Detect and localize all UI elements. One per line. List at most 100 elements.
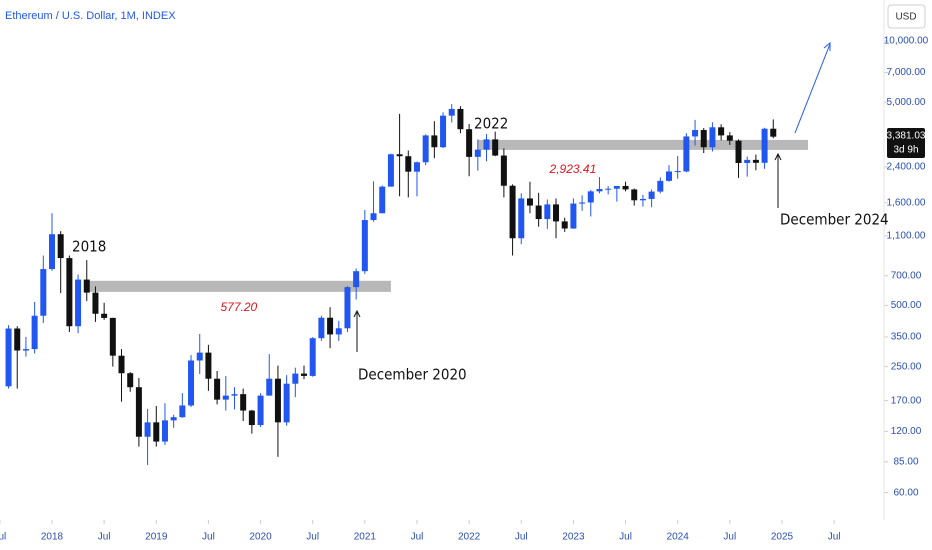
- x-tick-label: 2019: [145, 532, 168, 543]
- annotation-2022: 2022: [474, 115, 508, 133]
- candle-body: [109, 317, 116, 356]
- axes: 10,000.00 7,000.00 5,000.00 2,400.00 1,600.0…: [0, 36, 929, 543]
- candle-body: [770, 128, 777, 137]
- projection-arrow: [794, 41, 831, 134]
- candle-body: [231, 394, 238, 396]
- candle-body: [118, 355, 125, 374]
- candle-body: [205, 352, 212, 379]
- candle-body: [49, 234, 55, 270]
- candle-body: [144, 422, 151, 437]
- candle-body: [257, 395, 264, 426]
- y-tick-label: 2,400.00: [887, 162, 926, 173]
- x-tick-label: Jul: [0, 532, 6, 543]
- candle-body: [683, 136, 690, 172]
- candle-body: [301, 373, 308, 376]
- candle-body: [561, 221, 568, 229]
- x-tick-label: Jul: [619, 532, 632, 543]
- candle-body: [466, 129, 473, 157]
- candle-body: [379, 186, 386, 214]
- candle-body: [761, 128, 768, 163]
- candle-body: [318, 317, 325, 339]
- candle-body: [266, 378, 273, 396]
- x-tick-label: Jul: [98, 532, 111, 543]
- candle-body: [214, 378, 221, 400]
- candle-body: [14, 328, 21, 351]
- y-tick-label: 700.00: [891, 270, 922, 281]
- candle-body: [639, 198, 646, 201]
- candle-body: [31, 315, 38, 350]
- candle-body: [457, 108, 464, 130]
- candle-body: [309, 338, 316, 376]
- annotation-dec-2024: December 2024: [780, 211, 889, 229]
- candle-body: [735, 140, 742, 163]
- y-tick-label: 1,600.00: [887, 197, 926, 208]
- x-tick-label: 2022: [458, 532, 481, 543]
- candle-body: [396, 154, 403, 157]
- arrow: [794, 43, 831, 134]
- candle-body: [274, 378, 281, 423]
- zone-label: 577.20: [220, 300, 257, 314]
- candle-body: [474, 149, 481, 157]
- currency[interactable]: USD: [895, 12, 916, 23]
- candle-body: [353, 271, 360, 288]
- x-tick-label: 2025: [771, 532, 794, 543]
- candle-body: [387, 154, 394, 187]
- candle-body: [196, 352, 203, 361]
- candle-body: [605, 188, 612, 190]
- x-tick-label: 2020: [249, 532, 272, 543]
- candle-body: [40, 269, 47, 316]
- candle-body: [222, 395, 229, 400]
- candle-body: [57, 234, 64, 259]
- candle-body: [744, 159, 751, 163]
- candle-body: [535, 205, 542, 220]
- candle-body: [509, 185, 516, 239]
- candle-body: [544, 204, 551, 220]
- candle-body: [553, 204, 560, 222]
- candle-body: [370, 213, 377, 221]
- annotation-2018: 2018: [72, 238, 106, 256]
- candle-body: [240, 394, 247, 411]
- y-tick-label: 10,000.00: [884, 36, 929, 47]
- x-tick-label: 2021: [354, 532, 377, 543]
- x-tick-label: Jul: [411, 532, 424, 543]
- candle-body: [613, 185, 620, 189]
- candle-body: [75, 279, 82, 327]
- candle-body: [596, 188, 603, 192]
- candle-body: [631, 189, 638, 201]
- candle-body: [101, 313, 108, 318]
- candle-body: [335, 328, 342, 335]
- y-tick-label: 500.00: [891, 300, 922, 311]
- candle-body: [483, 139, 490, 150]
- candles: [5, 104, 777, 466]
- candle-body: [361, 220, 368, 272]
- x-tick-label: Jul: [515, 532, 528, 543]
- candle-body: [179, 405, 186, 418]
- candle-body: [327, 317, 334, 335]
- candle-body: [657, 180, 664, 192]
- x-tick-label: Jul: [828, 532, 841, 543]
- arrow-head: [774, 152, 782, 161]
- candle-body: [709, 127, 716, 148]
- y-tick-label: 170.00: [891, 395, 922, 406]
- candle-body: [665, 171, 672, 181]
- candle-body: [188, 360, 195, 406]
- candle-body: [422, 135, 429, 163]
- candle-body: [726, 135, 733, 141]
- countdown: 3d 9h: [893, 145, 918, 156]
- zone: [86, 280, 391, 292]
- candle-body: [648, 191, 655, 199]
- candle-body: [405, 156, 412, 172]
- candle-body: [700, 130, 707, 148]
- candle-body: [83, 279, 90, 293]
- x-tick-label: 2024: [667, 532, 690, 543]
- candle-body: [752, 159, 759, 163]
- currency-box[interactable]: [887, 4, 926, 29]
- candle-body: [500, 155, 507, 186]
- arrow-head: [823, 41, 831, 51]
- x-tick-label: Jul: [202, 532, 215, 543]
- candle-body: [248, 410, 255, 426]
- candle-body: [161, 420, 168, 442]
- candle-body: [579, 202, 586, 204]
- zones: 577.20 2,923.41: [86, 139, 809, 314]
- candle-body: [526, 198, 533, 206]
